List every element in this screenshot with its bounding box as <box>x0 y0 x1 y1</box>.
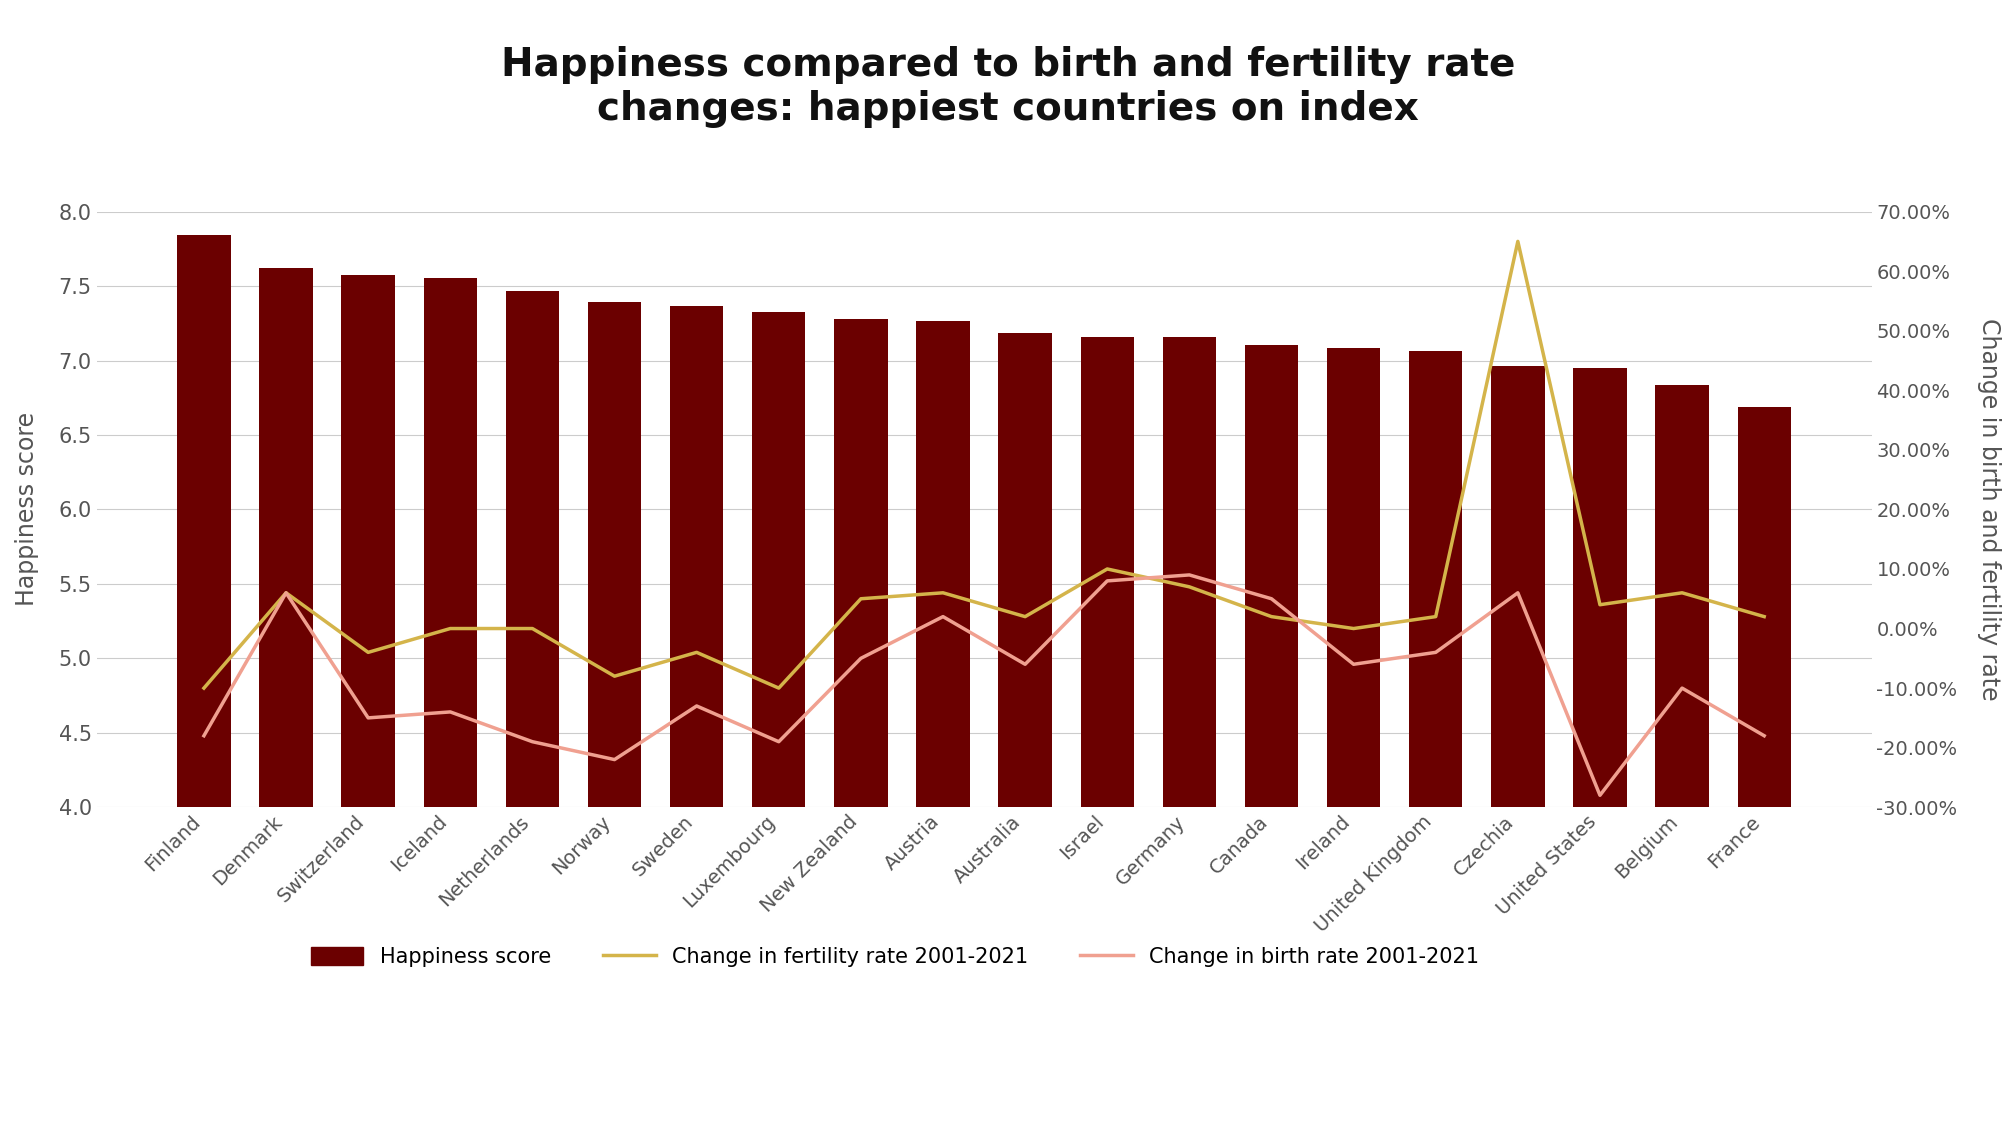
Bar <box>998 333 1052 1145</box>
Bar <box>260 268 312 1145</box>
Bar <box>752 313 806 1145</box>
Bar <box>1655 385 1710 1145</box>
Bar <box>669 307 724 1145</box>
Bar <box>423 278 478 1145</box>
Bar <box>1081 337 1133 1145</box>
Bar <box>1492 365 1544 1145</box>
Y-axis label: Change in birth and fertility rate: Change in birth and fertility rate <box>1978 318 2002 701</box>
Bar <box>1572 368 1627 1145</box>
Bar <box>177 235 230 1145</box>
Bar <box>1409 352 1462 1145</box>
Legend: Happiness score, Change in fertility rate 2001-2021, Change in birth rate 2001-2: Happiness score, Change in fertility rat… <box>302 939 1488 976</box>
Bar <box>1327 348 1381 1145</box>
Bar <box>341 276 395 1145</box>
Bar <box>589 302 641 1145</box>
Bar <box>506 292 558 1145</box>
Y-axis label: Happiness score: Happiness score <box>14 412 38 607</box>
Bar <box>1244 345 1298 1145</box>
Bar <box>1163 338 1216 1145</box>
Bar <box>1738 406 1790 1145</box>
Bar <box>917 321 970 1145</box>
Bar <box>835 319 887 1145</box>
Text: Happiness compared to birth and fertility rate
changes: happiest countries on in: Happiness compared to birth and fertilit… <box>500 46 1516 128</box>
